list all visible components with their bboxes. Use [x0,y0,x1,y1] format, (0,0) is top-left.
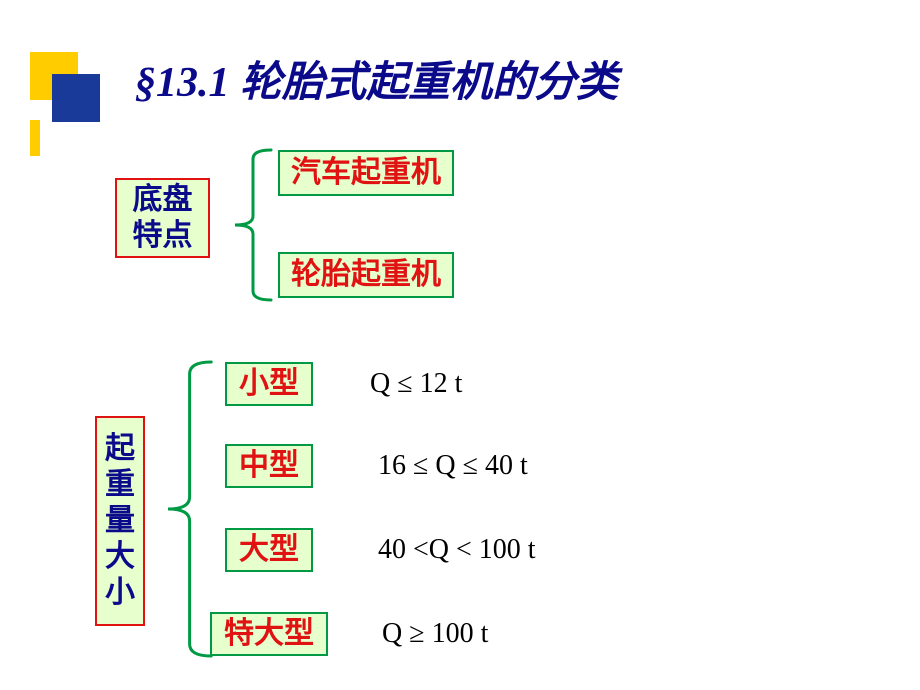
item-box-wheel-crane: 轮胎起重机 [278,252,454,298]
item-label: 中型 [239,448,299,484]
item-label: 汽车起重机 [291,155,441,191]
item-box-large: 大型 [225,528,313,572]
category-box-capacity: 起重量大小 [95,416,145,626]
item-box-xlarge: 特大型 [210,612,328,656]
brace-icon [235,150,275,300]
item-note: Q ≤ 12 t [370,368,462,400]
item-label: 小型 [239,366,299,402]
item-box-medium: 中型 [225,444,313,488]
category-label: 起重量大小 [105,431,135,611]
item-note: 16 ≤ Q ≤ 40 t [378,450,528,482]
deco-yellow-bar [30,120,40,156]
deco-blue-square [52,74,100,122]
item-label: 大型 [239,532,299,568]
brace-icon [168,362,216,656]
category-box-chassis: 底盘特点 [115,178,210,258]
item-box-small: 小型 [225,362,313,406]
item-box-truck-crane: 汽车起重机 [278,150,454,196]
item-note: Q ≥ 100 t [382,618,488,650]
slide-page: §13.1 轮胎式起重机的分类 底盘特点 汽车起重机 轮胎起重机 起重量大小 小… [0,0,920,690]
item-label: 轮胎起重机 [291,257,441,293]
category-label: 底盘特点 [133,182,193,254]
item-label: 特大型 [224,616,314,652]
item-note: 40 <Q < 100 t [378,534,536,566]
slide-title: §13.1 轮胎式起重机的分类 [135,48,618,109]
